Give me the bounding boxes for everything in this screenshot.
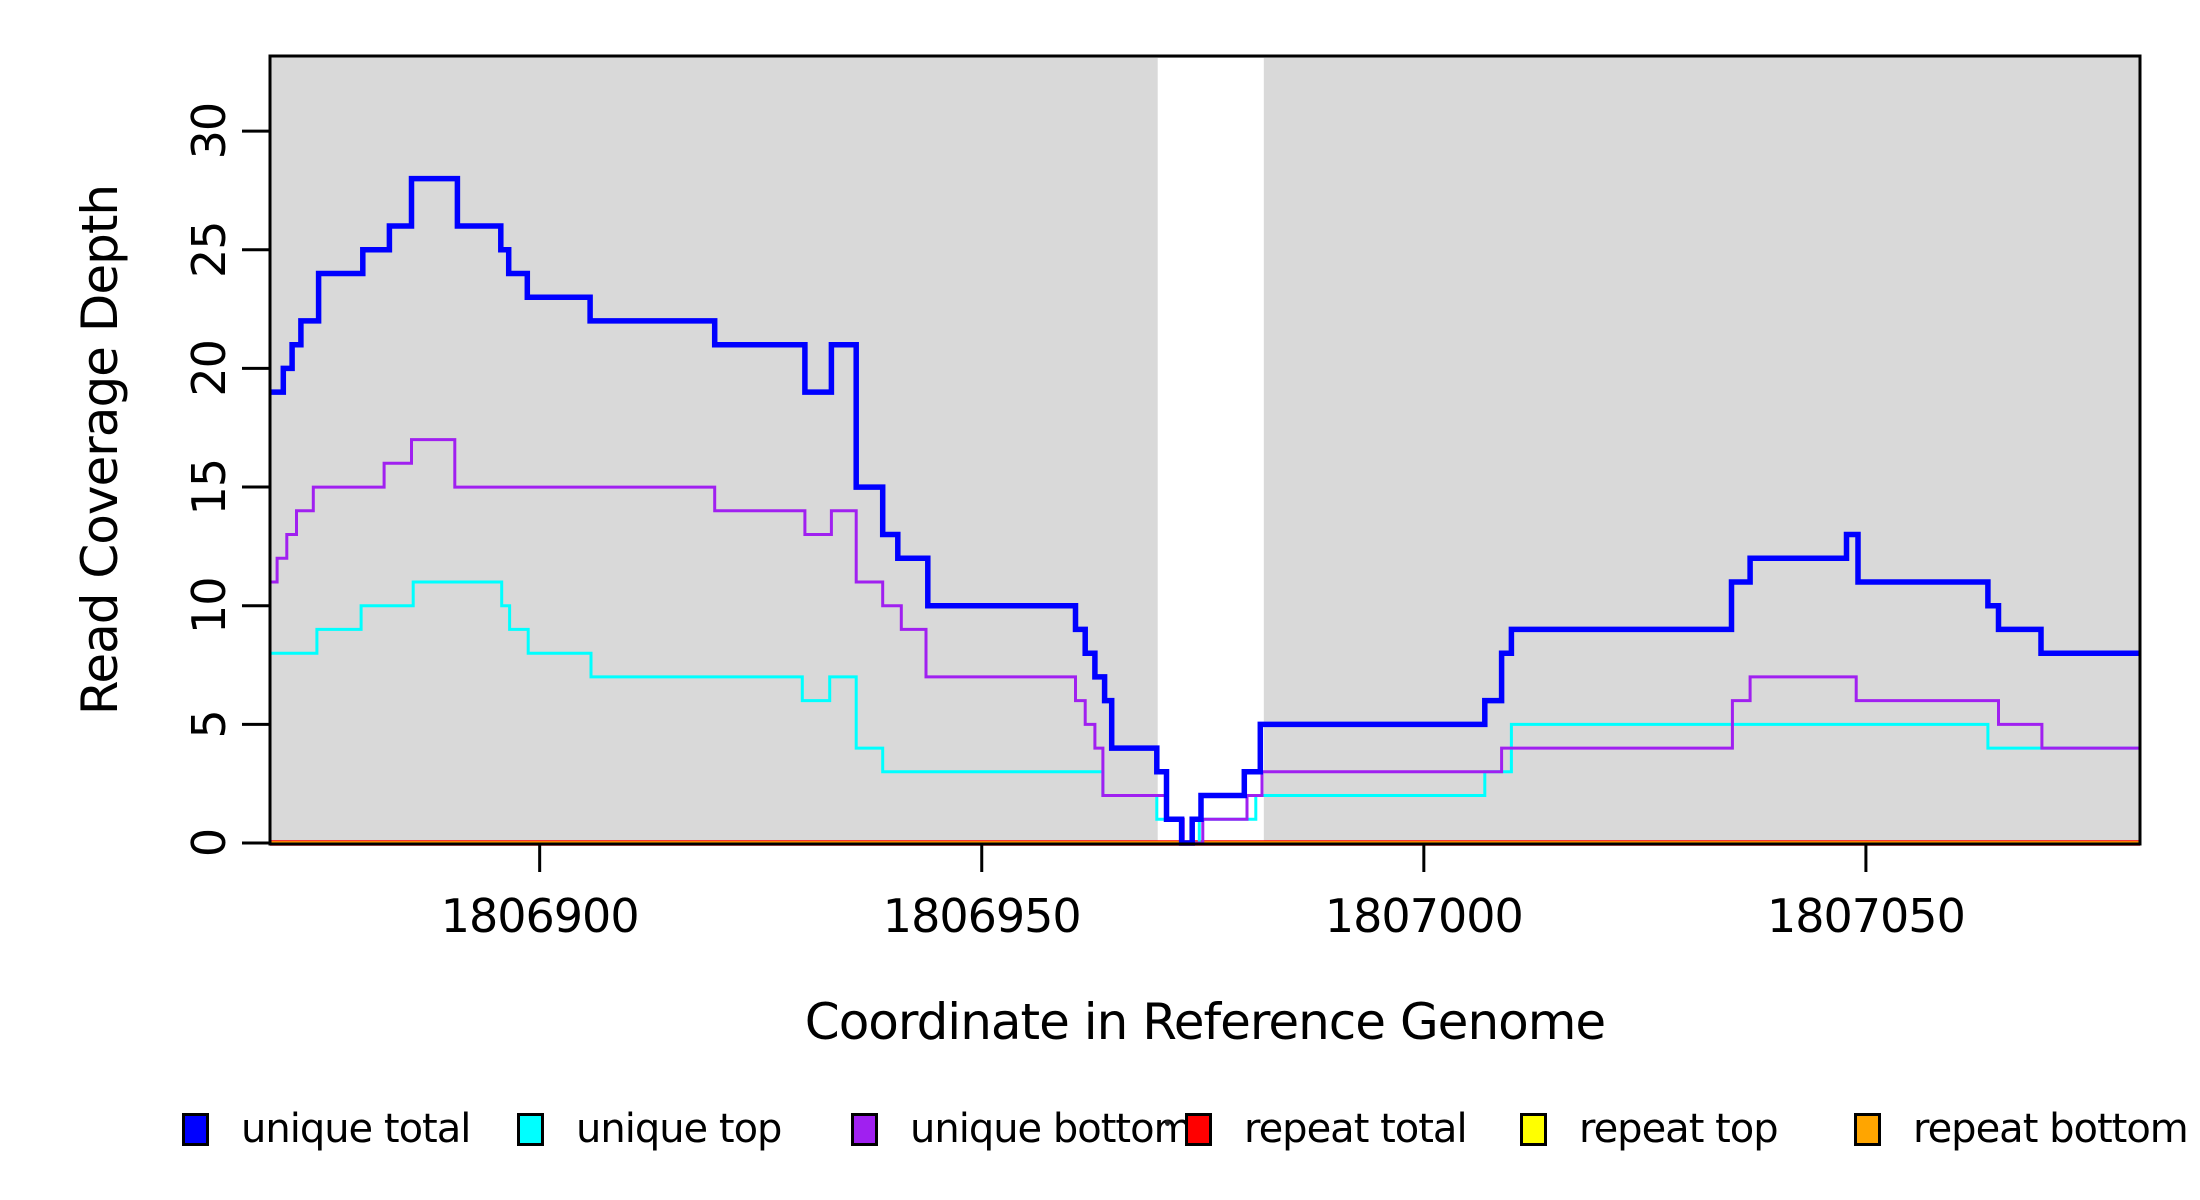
legend-swatch-unique-top xyxy=(517,1112,544,1146)
x-tick-label: 1807000 xyxy=(1325,889,1523,943)
y-axis-title: Read Coverage Depth xyxy=(71,184,129,716)
legend-label: repeat total xyxy=(1244,1106,1468,1152)
legend-item-repeat-top: repeat top xyxy=(1520,1106,1779,1152)
legend-item-repeat-total: repeat total xyxy=(1185,1106,1468,1152)
x-tick-label: 1806950 xyxy=(883,889,1081,943)
legend-swatch-repeat-bottom xyxy=(1854,1112,1881,1146)
legend-swatch-unique-total xyxy=(182,1112,209,1146)
y-tick-label: 25 xyxy=(182,221,236,278)
legend-label: unique bottom xyxy=(910,1106,1193,1152)
series-line-unique-top xyxy=(270,580,2140,845)
y-tick-label: 15 xyxy=(182,459,236,516)
plot-border xyxy=(268,54,2142,846)
y-tick-label: 10 xyxy=(182,577,236,634)
y-tick-label: 5 xyxy=(182,710,236,738)
highlight-band xyxy=(1157,58,1264,843)
legend-swatch-repeat-top xyxy=(1520,1112,1547,1146)
legend-swatch-unique-bottom xyxy=(851,1112,878,1146)
x-axis-title: Coordinate in Reference Genome xyxy=(804,993,1606,1051)
stray-dot xyxy=(1165,1120,1170,1126)
y-tick-label: 0 xyxy=(182,829,236,857)
legend-label: unique total xyxy=(241,1106,471,1152)
legend-item-unique-top: unique top xyxy=(517,1106,782,1152)
y-tick-label: 20 xyxy=(182,340,236,397)
y-tick-label: 30 xyxy=(182,103,236,160)
series-line-unique-total xyxy=(270,175,2140,846)
legend-item-repeat-bottom: repeat bottom xyxy=(1854,1106,2189,1152)
legend-item-unique-total: unique total xyxy=(182,1106,471,1152)
x-tick-label: 1807050 xyxy=(1767,889,1965,943)
legend-label: unique top xyxy=(576,1106,782,1152)
x-tick-label: 1806900 xyxy=(441,889,639,943)
legend-item-unique-bottom: unique bottom xyxy=(851,1106,1193,1152)
legend-label: repeat top xyxy=(1579,1106,1779,1152)
legend-swatch-repeat-total xyxy=(1185,1112,1212,1146)
series-line-unique-bottom xyxy=(270,438,2140,845)
legend-label: repeat bottom xyxy=(1913,1106,2189,1152)
